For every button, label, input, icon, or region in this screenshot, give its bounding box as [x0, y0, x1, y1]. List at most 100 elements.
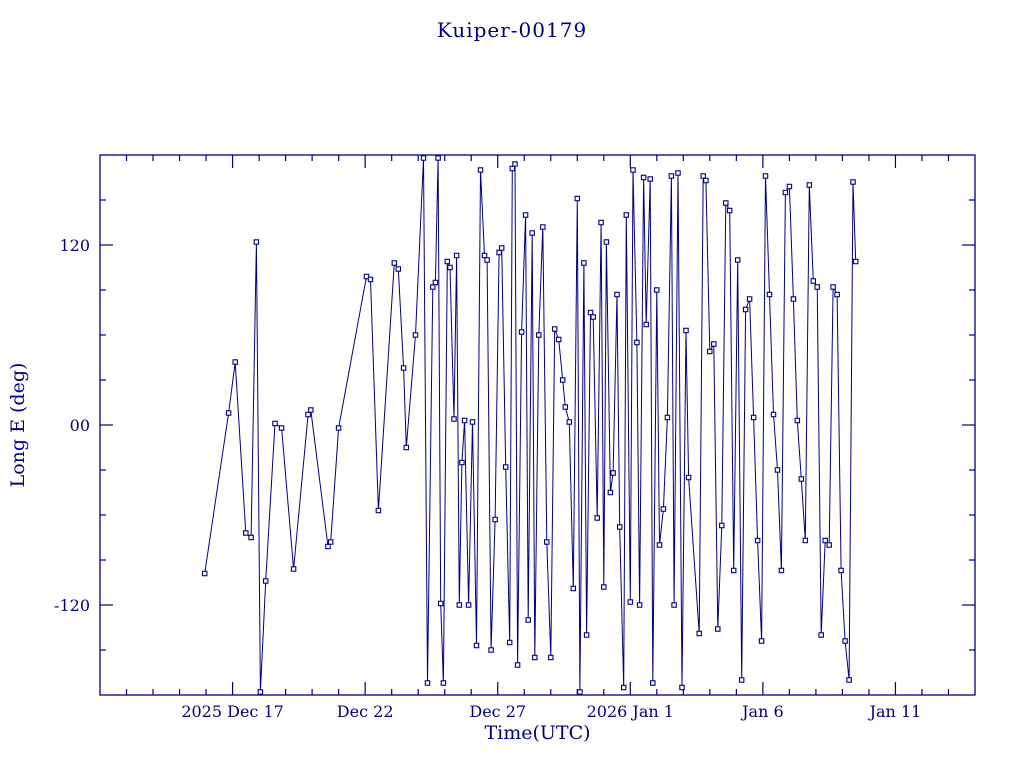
data-marker	[420, 155, 427, 161]
data-marker	[623, 212, 630, 218]
data-marker	[536, 332, 542, 338]
data-marker	[395, 266, 402, 272]
data-marker	[512, 161, 518, 167]
y-tick-label: 00	[70, 416, 90, 435]
data-marker	[627, 599, 634, 605]
data-marker	[440, 680, 447, 686]
data-marker	[498, 245, 505, 251]
data-marker	[786, 183, 793, 190]
data-marker	[719, 522, 725, 529]
data-marker	[711, 341, 717, 347]
data-marker	[278, 425, 285, 431]
data-marker	[685, 474, 692, 481]
data-marker	[846, 677, 852, 683]
data-marker	[636, 602, 643, 608]
data-marker	[782, 189, 789, 196]
data-marker	[640, 174, 647, 181]
data-marker	[664, 414, 671, 421]
data-line	[204, 157, 857, 693]
data-marker	[574, 195, 581, 202]
data-marker	[525, 617, 531, 623]
data-marker	[696, 630, 702, 637]
data-marker	[715, 626, 721, 632]
data-marker	[327, 539, 334, 545]
data-marker	[262, 578, 269, 584]
data-marker	[509, 165, 516, 172]
data-marker	[225, 410, 232, 416]
data-marker	[754, 537, 761, 544]
data-marker	[850, 179, 856, 185]
data-marker	[620, 684, 627, 691]
data-marker	[325, 543, 331, 550]
data-marker	[232, 359, 238, 365]
data-marker	[790, 296, 797, 302]
x-tick-label: 2026 Jan 1	[587, 702, 674, 721]
data-marker	[412, 332, 419, 338]
data-marker	[742, 306, 749, 313]
data-marker	[734, 257, 741, 263]
data-marker	[818, 632, 824, 638]
data-marker	[400, 365, 407, 371]
data-marker	[603, 239, 610, 245]
data-marker	[447, 264, 453, 271]
data-marker	[723, 200, 729, 206]
data-marker	[548, 654, 554, 661]
data-marker	[367, 276, 374, 283]
x-tick-label: Dec 27	[469, 702, 526, 721]
data-marker	[794, 417, 801, 424]
data-marker	[570, 585, 577, 592]
data-marker	[451, 416, 457, 422]
data-marker	[424, 680, 431, 686]
data-marker	[290, 566, 297, 572]
data-marker	[643, 321, 649, 328]
data-marker	[660, 506, 667, 512]
data-marker	[432, 279, 439, 286]
data-marker	[577, 689, 583, 695]
data-marker	[248, 534, 254, 541]
data-marker	[762, 173, 769, 179]
data-marker	[481, 252, 488, 259]
x-tick-label: Jan 11	[868, 702, 922, 721]
data-marker	[540, 224, 546, 230]
data-marker	[590, 314, 596, 320]
data-marker	[614, 291, 620, 298]
data-marker	[459, 459, 465, 466]
data-marker	[496, 249, 502, 256]
data-marker	[305, 411, 311, 418]
data-marker	[529, 230, 535, 236]
data-marker	[465, 602, 472, 608]
data-marker	[598, 219, 604, 226]
data-marker	[610, 470, 616, 476]
data-marker	[774, 467, 781, 473]
data-marker	[566, 419, 573, 425]
data-marker	[650, 680, 656, 686]
data-marker	[730, 567, 737, 574]
data-marker	[668, 173, 675, 179]
data-marker	[634, 339, 640, 346]
chart-title: Kuiper-00179	[436, 18, 588, 42]
data-marker	[581, 260, 587, 266]
data-marker	[473, 642, 480, 649]
data-marker	[726, 207, 733, 214]
data-marker	[814, 284, 820, 290]
data-marker	[601, 584, 607, 590]
data-marker	[444, 258, 451, 265]
tick-labels: 2025 Dec 17 Dec 22 Dec 27 2026 Jan 1 Jan 6 Ja…	[54, 236, 921, 721]
data-marker	[834, 291, 840, 298]
data-marker	[700, 173, 706, 179]
data-marker	[522, 212, 529, 218]
data-marker	[453, 252, 460, 259]
data-marker	[675, 170, 681, 176]
data-marker	[802, 537, 809, 544]
y-tick-label: 120	[59, 236, 90, 255]
data-marker	[750, 414, 757, 421]
data-marker	[391, 260, 398, 266]
data-marker	[456, 602, 463, 608]
data-marker	[738, 677, 745, 683]
data-marker	[766, 291, 773, 298]
data-marker	[477, 167, 484, 173]
data-marker	[616, 524, 623, 530]
x-tick-label: 2025 Dec 17	[181, 702, 284, 721]
data-marker	[506, 639, 513, 646]
data-marker	[806, 182, 813, 188]
